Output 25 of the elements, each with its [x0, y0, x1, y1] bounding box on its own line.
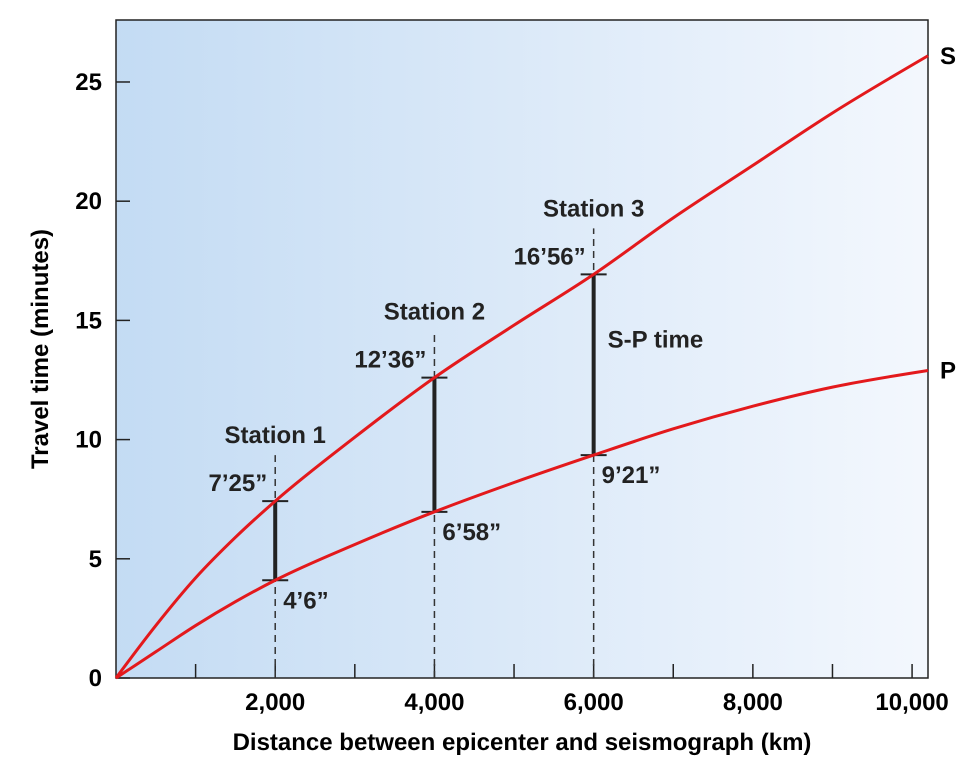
x-tick-label: 2,000: [245, 689, 306, 716]
x-tick-label: 6,000: [564, 689, 624, 716]
y-tick-label: 20: [75, 188, 102, 216]
y-tick-label: 0: [88, 665, 102, 692]
x-tick-label: 10,000: [875, 689, 949, 716]
y-tick-label: 15: [75, 307, 102, 334]
x-axis-title: Distance between epicenter and seismograph (km): [232, 729, 812, 756]
y-tick-label: 10: [75, 426, 102, 454]
series-label: P: [940, 357, 956, 384]
x-tick-label: 4,000: [404, 689, 464, 716]
ref-line-label: Station 1: [224, 422, 326, 450]
annotation: 6’58”: [442, 518, 502, 546]
ref-line-label: Station 2: [384, 298, 486, 326]
annotation: 9’21”: [602, 462, 660, 490]
x-tick-label: 8,000: [722, 689, 783, 716]
annotation: 7’25”: [208, 470, 268, 498]
ref-line-label: Station 3: [542, 195, 644, 222]
annotation: 12’36”: [354, 346, 426, 374]
annotation: 16’56”: [514, 243, 586, 270]
y-tick-label: 25: [75, 68, 102, 96]
y-axis-title: Travel time (minutes): [27, 228, 54, 470]
y-tick-label: 5: [88, 546, 102, 573]
series-label: S: [940, 42, 956, 70]
annotation: S-P time: [608, 326, 704, 354]
annotation: 4’6”: [283, 587, 329, 614]
